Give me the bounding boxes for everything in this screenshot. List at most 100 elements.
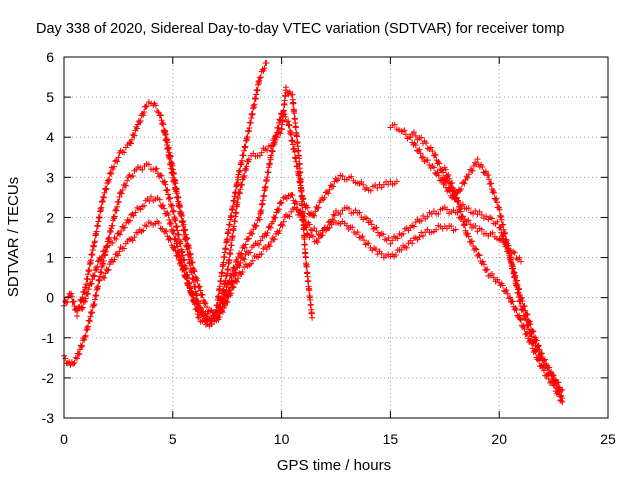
data-point-marker <box>326 224 333 231</box>
y-tick-label: 3 <box>46 169 54 185</box>
data-point-marker <box>115 252 122 259</box>
data-point-marker <box>418 134 425 141</box>
data-point-marker <box>74 313 81 320</box>
data-point-marker <box>330 211 337 218</box>
data-point-marker <box>284 89 291 96</box>
data-point-marker <box>528 340 535 347</box>
data-point-marker <box>113 157 120 164</box>
data-point-marker <box>439 166 446 173</box>
data-point-marker <box>420 232 427 239</box>
data-point-marker <box>172 235 179 242</box>
data-point-marker <box>268 142 275 149</box>
data-point-marker <box>217 278 224 285</box>
data-point-marker <box>277 199 284 206</box>
data-point-marker <box>559 398 566 405</box>
data-point-marker <box>237 181 244 188</box>
series-track-7 <box>409 129 566 401</box>
data-point-marker <box>129 173 136 180</box>
data-point-marker <box>360 237 367 244</box>
data-point-marker <box>193 298 200 305</box>
data-point-marker <box>228 290 235 297</box>
data-point-marker <box>495 204 502 211</box>
data-point-marker <box>164 186 171 193</box>
data-point-marker <box>526 318 533 325</box>
data-point-marker <box>231 223 238 230</box>
series-track-8 <box>441 164 566 405</box>
data-point-marker <box>424 145 431 152</box>
data-point-marker <box>152 102 159 109</box>
data-point-marker <box>289 192 296 199</box>
data-point-marker <box>486 176 493 183</box>
y-tick-label: -1 <box>42 330 55 346</box>
data-point-marker <box>253 222 260 229</box>
data-point-marker <box>243 163 250 170</box>
data-point-marker <box>464 230 471 237</box>
data-point-marker <box>280 107 287 114</box>
data-point-marker <box>265 169 272 176</box>
data-point-marker <box>118 190 125 197</box>
data-point-marker <box>373 224 380 231</box>
data-point-marker <box>254 87 261 94</box>
data-point-marker <box>304 204 311 211</box>
data-point-marker <box>505 295 512 302</box>
data-point-marker <box>325 190 332 197</box>
data-point-marker <box>222 302 229 309</box>
data-point-marker <box>172 247 179 254</box>
data-point-marker <box>82 332 89 339</box>
data-point-marker <box>261 193 268 200</box>
data-point-marker <box>125 218 132 225</box>
data-point-marker <box>107 169 114 176</box>
data-point-marker <box>356 209 363 216</box>
data-point-marker <box>496 206 503 213</box>
data-point-marker <box>309 314 316 321</box>
data-point-marker <box>513 277 520 284</box>
data-point-marker <box>478 226 485 233</box>
data-point-marker <box>189 290 196 297</box>
data-point-marker <box>188 291 195 298</box>
grid-lines <box>64 57 608 418</box>
data-point-marker <box>404 135 411 142</box>
data-point-marker <box>533 337 540 344</box>
data-point-marker <box>389 237 396 244</box>
data-point-marker <box>360 181 367 188</box>
data-point-marker <box>93 292 100 299</box>
chart-title: Day 338 of 2020, Sidereal Day-to-day VTE… <box>36 21 564 37</box>
data-point-marker <box>233 209 240 216</box>
y-tick-label: 4 <box>46 129 54 145</box>
data-point-marker <box>100 194 107 201</box>
data-point-marker <box>84 326 91 333</box>
data-point-marker <box>478 211 485 218</box>
data-point-marker <box>87 257 94 264</box>
data-point-marker <box>232 269 239 276</box>
data-point-marker <box>457 208 464 215</box>
data-point-marker <box>236 263 243 270</box>
data-point-marker <box>216 304 223 311</box>
data-point-marker <box>282 84 289 91</box>
data-point-marker <box>225 226 232 233</box>
data-point-marker <box>539 364 546 371</box>
data-point-marker <box>88 310 95 317</box>
data-point-marker <box>184 235 191 242</box>
data-point-marker <box>550 382 557 389</box>
data-point-marker <box>517 258 524 265</box>
data-point-marker <box>443 206 450 213</box>
data-point-marker <box>186 284 193 291</box>
y-tick-label: 1 <box>46 250 54 266</box>
data-point-marker <box>176 202 183 209</box>
data-point-marker <box>279 117 286 124</box>
data-point-marker <box>503 286 510 293</box>
data-point-marker <box>299 202 306 209</box>
data-point-marker <box>269 218 276 225</box>
data-point-marker <box>541 356 548 363</box>
data-point-marker <box>286 88 293 95</box>
data-point-marker <box>96 214 103 221</box>
data-point-marker <box>179 265 186 272</box>
data-point-marker <box>64 298 71 305</box>
data-point-marker <box>90 273 97 280</box>
data-point-marker <box>518 294 525 301</box>
data-point-marker <box>424 213 431 220</box>
data-point-marker <box>504 240 511 247</box>
data-point-marker <box>85 323 92 330</box>
data-point-marker <box>424 157 431 164</box>
data-point-marker <box>126 217 133 224</box>
